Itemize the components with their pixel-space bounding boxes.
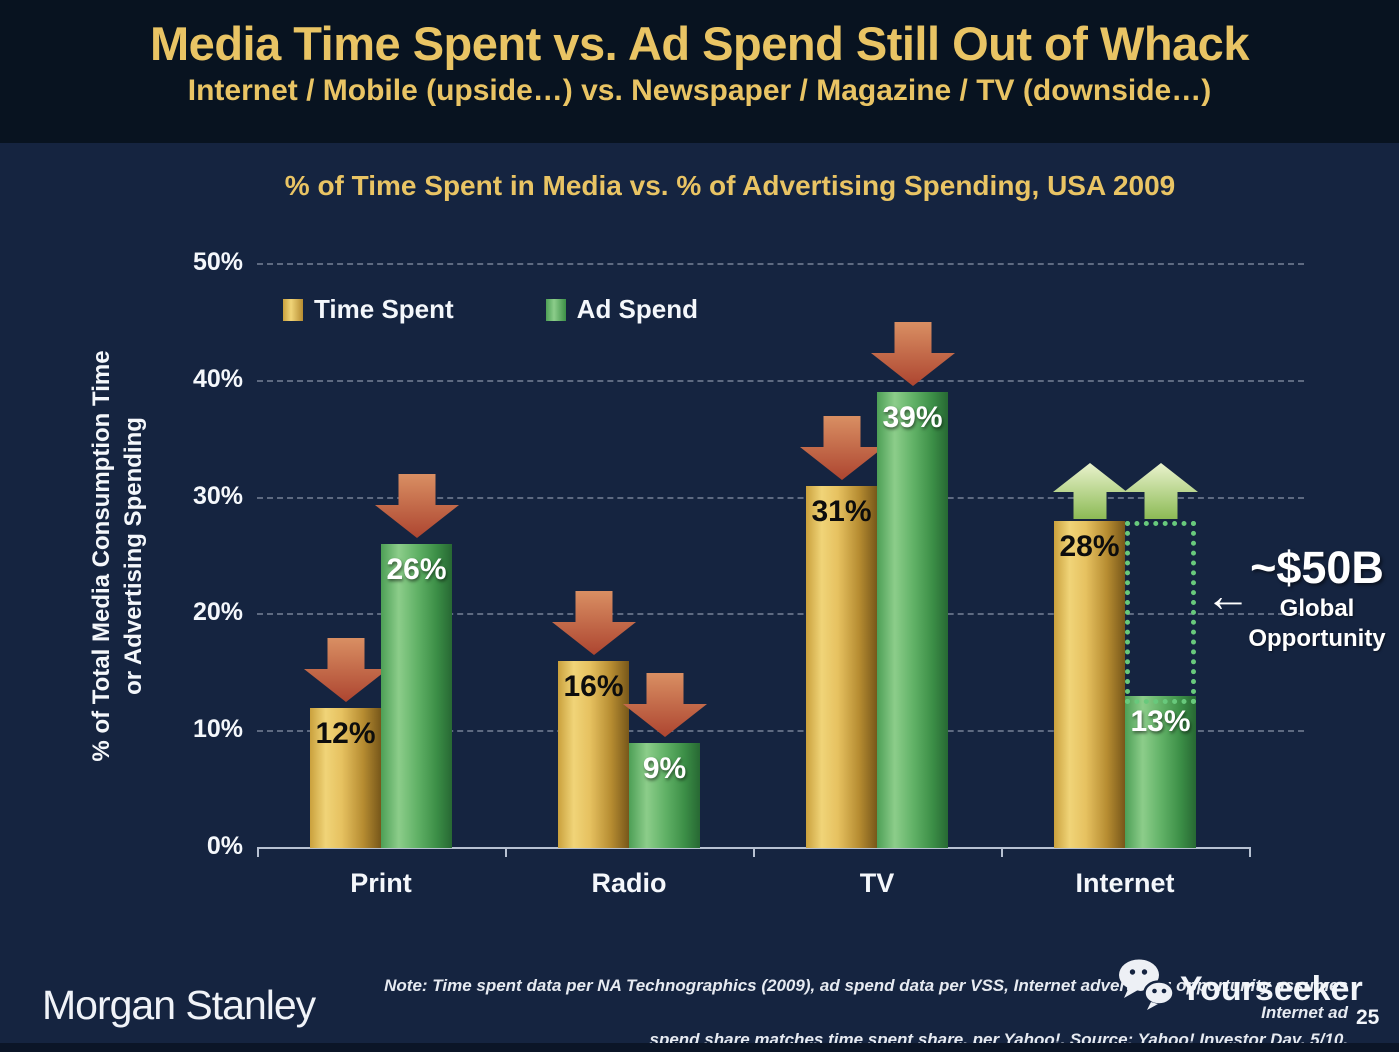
legend-label: Time Spent [314,294,454,324]
morgan-stanley-logo: Morgan Stanley [42,982,316,1028]
header-band: Media Time Spent vs. Ad Spend Still Out … [0,0,1399,143]
gridline-40 [257,379,1304,382]
opportunity-dashed-box [1125,521,1196,704]
page-number: 25 [1356,1006,1380,1029]
y-tick-30: 30% [192,481,243,510]
opportunity-line2: Opportunity [1248,625,1386,652]
bar-tv-ad-spend: 39% [877,392,948,848]
bar-print-time-spent: 12% [310,708,381,848]
y-tick-10: 10% [192,715,243,744]
value-label: 31% [811,495,872,528]
down-arrow-icon [303,638,388,702]
down-arrow-icon [799,416,884,480]
y-tick-0: 0% [206,832,243,860]
down-arrow-icon [622,673,707,737]
legend-item-ad-spend: Ad Spend [545,294,699,325]
bar-radio-ad-spend: 9% [629,743,700,848]
source-note-line1: Note: Time spent data per NA Technograph… [384,976,1348,1022]
category-label-radio: Radio [591,868,667,898]
y-axis-title-line2: or Advertising Spending [120,417,147,695]
category-label-tv: TV [859,868,895,898]
x-axis-tick [1001,847,1003,857]
watermark: Yourseeker [1116,958,1363,1017]
x-axis-tick [753,847,755,857]
gridline-50 [257,263,1304,265]
legend-label: Ad Spend [576,294,699,324]
y-tick-40: 40% [192,364,243,393]
up-arrow-icon [1053,463,1127,519]
gridline-20 [257,613,1304,616]
down-arrow-icon [551,591,636,655]
y-tick-20: 20% [192,598,243,627]
category-label-print: Print [350,868,412,898]
chart-legend: Time Spent Ad Spend [283,294,698,325]
value-label: 13% [1130,705,1191,738]
up-arrow-icon [1124,463,1198,519]
opportunity-line1: Global [1279,595,1355,622]
gridline-30 [257,496,1304,499]
bar-radio-time-spent: 16% [558,661,629,848]
value-label: 28% [1059,530,1120,563]
slide-subtitle: Internet / Mobile (upside…) vs. Newspape… [187,74,1212,107]
watermark-text: Yourseeker [1180,970,1363,1008]
legend-swatch-green [545,298,566,321]
bar-print-ad-spend: 26% [381,544,452,848]
bar-internet-time-spent: 28% [1054,521,1125,848]
opportunity-value: ~$50B [1250,542,1384,593]
slide-title: Media Time Spent vs. Ad Spend Still Out … [150,17,1249,70]
chart-title: % of Time Spent in Media vs. % of Advert… [284,170,1176,201]
y-axis-title-line1: % of Total Media Consumption Time [88,350,115,762]
legend-swatch-gold [283,298,303,321]
x-axis-tick [257,847,259,857]
value-label: 16% [563,670,624,703]
x-axis-tick [1249,847,1251,857]
bar-tv-time-spent: 31% [806,486,877,848]
y-axis-title: % of Total Media Consumption Time or Adv… [86,276,150,836]
y-tick-50: 50% [192,248,243,276]
value-label: 12% [315,717,376,750]
value-label: 9% [642,752,687,785]
legend-item-time-spent: Time Spent [283,294,454,325]
value-label: 26% [386,553,447,586]
gridline-10 [257,730,1304,733]
category-label-internet: Internet [1075,868,1175,898]
down-arrow-icon [374,474,459,538]
left-arrow-icon: ← [1205,569,1251,621]
down-arrow-icon [870,322,955,386]
x-axis-tick [505,847,507,857]
opportunity-callout: ~$50B Global Opportunity [1234,542,1399,654]
bar-internet-ad-spend: 13% [1125,696,1196,848]
wechat-icon [1116,958,1178,1017]
value-label: 39% [882,401,943,434]
bottom-edge-strip [0,1043,1399,1052]
